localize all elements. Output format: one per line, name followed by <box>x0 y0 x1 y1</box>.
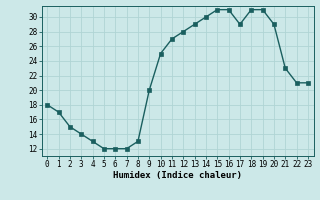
X-axis label: Humidex (Indice chaleur): Humidex (Indice chaleur) <box>113 171 242 180</box>
